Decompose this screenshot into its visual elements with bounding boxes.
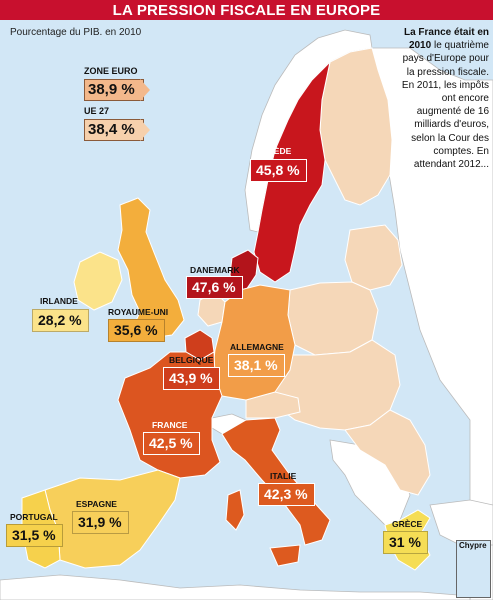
cyprus-label: Chypre xyxy=(459,541,487,550)
zone-euro-value: 38,9 % xyxy=(84,79,144,101)
country-value-france: 42,5 % xyxy=(143,432,200,455)
country-label-greece: GRÈCE xyxy=(392,519,423,529)
country-label-denmark: DANEMARK xyxy=(190,265,240,275)
page-title: LA PRESSION FISCALE EN EUROPE xyxy=(112,1,381,19)
cyprus-inset xyxy=(456,540,491,598)
country-value-germany: 38,1 % xyxy=(228,354,285,377)
country-value-greece: 31 % xyxy=(383,531,428,554)
italy-shape xyxy=(221,417,331,546)
ue27-value: 38,4 % xyxy=(84,119,144,141)
country-value-spain: 31,9 % xyxy=(72,511,129,534)
zone-euro-arrow xyxy=(140,79,150,101)
north-africa-land xyxy=(0,574,471,600)
country-label-ireland: IRLANDE xyxy=(40,296,78,306)
country-value-denmark: 47,6 % xyxy=(186,276,243,299)
side-note: La France était en 2010 le quatrième pay… xyxy=(397,26,489,171)
subtitle: Pourcentage du PIB. en 2010 xyxy=(10,27,142,38)
side-note-lead: La France était en 2010 xyxy=(403,27,489,52)
country-label-portugal: PORTUGAL xyxy=(10,512,58,522)
sicily-shape xyxy=(269,544,301,567)
baltics-land xyxy=(344,224,403,291)
country-value-italy: 42,3 % xyxy=(258,483,315,506)
ue27-label: UE 27 xyxy=(84,106,110,116)
sardinia-shape xyxy=(225,489,245,531)
country-label-france: FRANCE xyxy=(152,420,188,430)
turkey-land xyxy=(429,499,493,546)
country-value-portugal: 31,5 % xyxy=(6,524,63,547)
country-value-belgium: 43,9 % xyxy=(163,367,220,390)
country-label-spain: ESPAGNE xyxy=(76,499,117,509)
side-note-body: le quatrième pays d'Europe pour la press… xyxy=(401,40,489,171)
ue27-arrow xyxy=(140,119,150,141)
ireland-shape xyxy=(73,251,123,311)
romania-bulgaria-land xyxy=(344,409,431,496)
title-bar: LA PRESSION FISCALE EN EUROPE xyxy=(0,0,493,20)
country-label-germany: ALLEMAGNE xyxy=(230,342,284,352)
country-value-sweden: 45,8 % xyxy=(250,159,307,182)
country-label-belgium: BELGIQUE xyxy=(169,355,214,365)
country-value-ireland: 28,2 % xyxy=(32,309,89,332)
zone-euro-label: ZONE EURO xyxy=(84,66,138,76)
uk-shape xyxy=(117,197,185,339)
country-label-uk: ROYAUME-UNI xyxy=(108,307,169,317)
country-value-uk: 35,6 % xyxy=(108,319,165,342)
country-label-italy: ITALIE xyxy=(270,471,297,481)
country-label-sweden: SUÈDE xyxy=(262,146,292,156)
